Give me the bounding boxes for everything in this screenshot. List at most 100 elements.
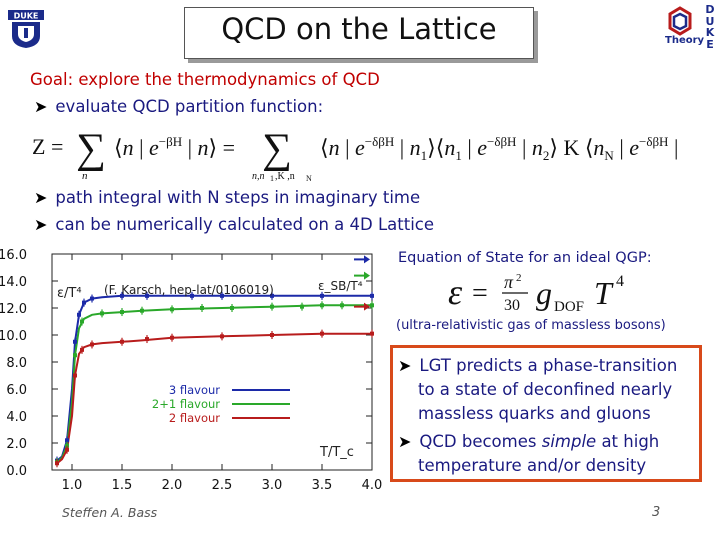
svg-text:1: 1 (270, 174, 274, 183)
arrow-bullet-icon: ➤ (398, 432, 412, 451)
sb-limit-arrow (364, 255, 370, 264)
y-tick-label: 6.0 (6, 383, 27, 398)
y-tick-label: 4.0 (6, 410, 27, 425)
data-point (270, 333, 274, 337)
data-point (220, 334, 224, 339)
data-point (73, 373, 77, 378)
data-point (230, 306, 234, 310)
bullet-path-integral: ➤ path integral with N steps in imaginary… (34, 188, 420, 207)
chart-annotation: (F. Karsch, hep-lat/0106019) (104, 283, 274, 297)
svg-text:4: 4 (616, 273, 624, 290)
logo-letter-k: K (705, 26, 715, 39)
svg-text:,K ,n: ,K ,n (275, 171, 295, 182)
svg-text:∑: ∑ (262, 126, 292, 172)
x-tick-label: 1.0 (62, 478, 83, 493)
y-tick-label: 0.0 (6, 464, 27, 479)
eos-title: Equation of State for an ideal QGP: (398, 250, 652, 266)
data-point (73, 353, 77, 358)
logo-letter-u: U (705, 14, 715, 28)
logo-theory-label: Theory (665, 35, 705, 46)
y-tick-label: 10.0 (0, 329, 27, 344)
svg-text:Z =: Z = (32, 134, 63, 159)
legend-label: 2+1 flavour (152, 397, 220, 411)
svg-text:ε: ε (448, 272, 463, 312)
y-tick-label: 8.0 (6, 356, 27, 371)
y-tick-label: 12.0 (0, 302, 27, 317)
y-tick-label: 14.0 (0, 275, 27, 290)
sb-limit-markers (354, 255, 370, 311)
page-number: 3 (652, 505, 661, 520)
data-point (100, 311, 104, 316)
legend-label: 2 flavour (169, 411, 220, 425)
y-tick-label: 16.0 (0, 248, 27, 263)
data-point (200, 306, 204, 310)
data-point (370, 331, 374, 336)
svg-text:n: n (82, 170, 88, 182)
svg-text:2: 2 (516, 272, 522, 284)
data-point (120, 310, 124, 315)
data-point (73, 339, 77, 344)
data-point (120, 293, 124, 298)
bullet-text: path integral with N steps in imaginary … (55, 188, 421, 207)
data-point (370, 293, 374, 298)
bullet-partition-function: ➤ evaluate QCD partition function: (34, 97, 323, 116)
svg-text:DUKE: DUKE (14, 12, 39, 21)
data-point (190, 293, 194, 298)
data-point (140, 308, 144, 313)
data-point (300, 304, 304, 309)
data-point (170, 307, 174, 312)
svg-text:DOF: DOF (554, 299, 584, 315)
arrow-bullet-icon: ➤ (34, 97, 48, 116)
series-line (56, 332, 372, 465)
data-point (145, 337, 149, 342)
data-point (80, 347, 84, 352)
bullet-text: evaluate QCD partition function: (55, 97, 324, 116)
eos-formula: ε = π 2 30 g DOF T 4 (448, 266, 668, 320)
data-point (270, 304, 274, 309)
x-tick-label: 3.0 (262, 478, 283, 493)
data-point (65, 447, 69, 452)
svg-text:π: π (504, 272, 514, 292)
axis-ticks: 0.0 2.0 4.0 6.0 8.0 10.0 12.0 14.0 16.0 1.0 1.5 2.0… (0, 248, 382, 493)
svg-text:N: N (306, 174, 312, 183)
footer-author: Steffen A. Bass (62, 505, 158, 520)
svg-text:∑: ∑ (76, 126, 106, 172)
svg-text:g: g (536, 275, 552, 311)
chart-sb-label: ε_SB/T⁴ (318, 279, 363, 293)
x-tick-label: 3.5 (312, 478, 333, 493)
data-point (370, 303, 374, 308)
eos-caption: (ultra-relativistic gas of massless boso… (396, 318, 666, 333)
svg-text:n,n: n,n (252, 171, 265, 182)
svg-text:T: T (594, 275, 614, 311)
arrow-bullet-icon: ➤ (398, 356, 412, 375)
bullet-4d-lattice: ➤ can be numerically calculated on a 4D L… (34, 215, 434, 234)
data-point (320, 303, 324, 308)
data-point (170, 335, 174, 340)
lattice-eos-chart: 0.0 2.0 4.0 6.0 8.0 10.0 12.0 14.0 16.0 1.0 1.5 2.0… (0, 248, 382, 493)
svg-text:⟨n | e−δβH | n1⟩⟨n1 | e−δβH |: ⟨n | e−δβH | n1⟩⟨n1 | e−δβH | n2⟩ K ⟨nN … (320, 134, 680, 163)
theory-logo (666, 6, 714, 52)
data-point (65, 443, 69, 448)
x-tick-label: 2.5 (212, 478, 233, 493)
goal-text: Goal: explore the thermodynamics of QCD (30, 70, 380, 89)
data-point (320, 331, 324, 336)
data-point (145, 293, 149, 298)
title-box (184, 7, 534, 59)
conclusion-text-1: LGT predicts a phase-transition to a sta… (418, 356, 678, 423)
data-point (80, 319, 84, 324)
conclusion-text-2b: at high temperature and/or density (418, 432, 660, 475)
data-point (90, 342, 94, 347)
data-point (82, 300, 86, 305)
data-point (340, 303, 344, 308)
svg-text:=: = (472, 278, 488, 309)
chart-ylabel: ε/T⁴ (57, 286, 82, 301)
sb-limit-arrow (364, 271, 370, 280)
conclusion-text-2a: QCD becomes (419, 432, 542, 451)
sb-limit-arrow (364, 302, 370, 311)
arrow-bullet-icon: ➤ (34, 215, 48, 234)
y-tick-label: 2.0 (6, 437, 27, 452)
series-lines (56, 294, 372, 465)
series-line (56, 304, 372, 463)
chart-xlabel: T/T_c (319, 445, 354, 460)
conclusion-item-2: ➤ QCD becomes simple at high temperature … (398, 430, 698, 478)
